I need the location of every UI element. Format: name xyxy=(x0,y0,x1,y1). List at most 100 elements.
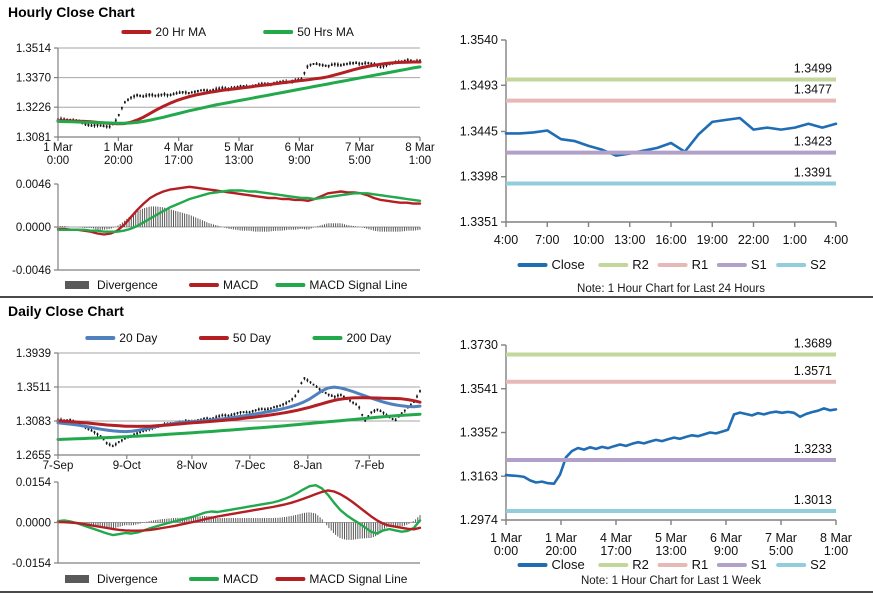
svg-text:0:00: 0:00 xyxy=(494,544,518,558)
svg-text:22:00: 22:00 xyxy=(738,233,769,247)
daily-pivot-chart: 1.2974 1.3163 1.3352 1.3541 1.3730 1 Mar 0:00 1… xyxy=(436,318,873,601)
svg-text:1:00: 1:00 xyxy=(783,233,807,247)
svg-text:6 Mar: 6 Mar xyxy=(710,531,742,545)
svg-text:0.0154: 0.0154 xyxy=(16,477,52,489)
svg-text:1.3083: 1.3083 xyxy=(16,416,51,428)
svg-text:9:00: 9:00 xyxy=(288,155,310,167)
svg-text:13:00: 13:00 xyxy=(655,544,686,558)
svg-text:5 Mar: 5 Mar xyxy=(224,142,254,154)
svg-text:1.3351: 1.3351 xyxy=(460,215,498,229)
svg-text:MACD: MACD xyxy=(223,572,259,586)
svg-text:8 Mar: 8 Mar xyxy=(405,142,435,154)
svg-text:1.3445: 1.3445 xyxy=(460,124,498,138)
svg-text:5 Mar: 5 Mar xyxy=(655,531,687,545)
svg-text:1.3571: 1.3571 xyxy=(794,364,832,378)
svg-text:4 Mar: 4 Mar xyxy=(164,142,194,154)
svg-text:1.2655: 1.2655 xyxy=(16,450,51,462)
svg-text:S1: S1 xyxy=(751,257,767,272)
svg-text:20:00: 20:00 xyxy=(545,544,576,558)
svg-text:4:00: 4:00 xyxy=(824,233,848,247)
svg-text:8-Jan: 8-Jan xyxy=(293,460,322,472)
svg-text:MACD Signal Line: MACD Signal Line xyxy=(309,278,407,292)
svg-text:1.3391: 1.3391 xyxy=(794,165,832,179)
svg-text:1:00: 1:00 xyxy=(824,544,848,558)
svg-text:20 Hr MA: 20 Hr MA xyxy=(155,25,206,39)
svg-text:7-Dec: 7-Dec xyxy=(235,460,266,472)
svg-text:0.0046: 0.0046 xyxy=(16,179,51,191)
hourly-price-chart: 1.3081 1.3226 1.3370 1.3514 1 Mar 0:00 1 Mar 20… xyxy=(0,22,436,179)
daily-price-svg: 1.2655 1.3083 1.3511 1.3939 7-Sep 9-Oct 8-Nov 7… xyxy=(16,331,422,472)
daily-macd-chart: -0.0154 0.0000 0.0154 Divergence MACD MACD Si… xyxy=(0,476,436,601)
svg-text:0:00: 0:00 xyxy=(47,155,69,167)
svg-text:1.3370: 1.3370 xyxy=(16,73,51,85)
svg-text:8-Nov: 8-Nov xyxy=(177,460,208,472)
hourly-pivot-svg: 1.3351 1.3398 1.3445 1.3493 1.3540 4:00 7:00 10… xyxy=(460,33,848,272)
svg-text:1 Mar: 1 Mar xyxy=(490,531,522,545)
svg-text:4 Mar: 4 Mar xyxy=(600,531,632,545)
svg-text:0.0000: 0.0000 xyxy=(16,222,51,234)
svg-text:50 Day: 50 Day xyxy=(233,331,271,345)
svg-text:19:00: 19:00 xyxy=(697,233,728,247)
bottom-divider xyxy=(0,591,873,593)
svg-text:17:00: 17:00 xyxy=(600,544,631,558)
svg-text:1.2974: 1.2974 xyxy=(460,513,498,527)
svg-text:1.3511: 1.3511 xyxy=(17,382,51,394)
svg-text:1.3689: 1.3689 xyxy=(794,336,832,350)
svg-text:4:00: 4:00 xyxy=(494,233,518,247)
daily-chart-note: Note: 1 Hour Chart for Last 1 Week xyxy=(580,575,762,587)
svg-text:1 Mar: 1 Mar xyxy=(43,142,73,154)
svg-text:R2: R2 xyxy=(632,557,649,572)
svg-text:S1: S1 xyxy=(751,557,767,572)
svg-text:17:00: 17:00 xyxy=(164,155,193,167)
svg-text:1.3499: 1.3499 xyxy=(794,61,832,75)
svg-text:1.3352: 1.3352 xyxy=(460,426,498,440)
svg-text:R2: R2 xyxy=(632,257,649,272)
svg-text:7:00: 7:00 xyxy=(535,233,559,247)
svg-text:1.3081: 1.3081 xyxy=(16,132,51,144)
svg-text:1.3514: 1.3514 xyxy=(16,43,52,55)
svg-text:8 Mar: 8 Mar xyxy=(820,531,852,545)
svg-text:1.3730: 1.3730 xyxy=(460,338,498,352)
svg-text:1.3939: 1.3939 xyxy=(16,348,51,360)
svg-text:1.3226: 1.3226 xyxy=(16,102,51,114)
svg-text:20:00: 20:00 xyxy=(104,155,133,167)
svg-text:1.3163: 1.3163 xyxy=(460,469,498,483)
svg-text:Divergence: Divergence xyxy=(97,278,158,292)
svg-text:1.3541: 1.3541 xyxy=(460,382,498,396)
svg-text:Close: Close xyxy=(552,557,585,572)
section-divider xyxy=(0,296,873,298)
svg-text:50 Hrs MA: 50 Hrs MA xyxy=(297,25,354,39)
svg-text:-0.0046: -0.0046 xyxy=(12,265,51,277)
svg-text:-0.0154: -0.0154 xyxy=(12,558,52,570)
svg-text:200 Day: 200 Day xyxy=(347,331,392,345)
svg-text:MACD: MACD xyxy=(223,278,259,292)
svg-text:1.3423: 1.3423 xyxy=(794,135,832,149)
daily-macd-svg: -0.0154 0.0000 0.0154 Divergence MACD MACD Si… xyxy=(12,477,422,586)
svg-text:1.3540: 1.3540 xyxy=(460,33,498,47)
svg-text:1 Mar: 1 Mar xyxy=(104,142,134,154)
svg-text:1.3398: 1.3398 xyxy=(460,170,498,184)
svg-text:7 Mar: 7 Mar xyxy=(345,142,375,154)
svg-text:13:00: 13:00 xyxy=(225,155,254,167)
svg-text:16:00: 16:00 xyxy=(655,233,686,247)
svg-text:7-Sep: 7-Sep xyxy=(43,460,74,472)
hourly-section-title: Hourly Close Chart xyxy=(8,4,135,20)
svg-text:5:00: 5:00 xyxy=(348,155,370,167)
svg-text:S2: S2 xyxy=(810,557,826,572)
svg-text:20 Day: 20 Day xyxy=(119,331,157,345)
svg-text:1.3477: 1.3477 xyxy=(794,83,832,97)
hourly-macd-chart: -0.0046 0.0000 0.0046 Divergence MACD MACD Si… xyxy=(0,174,436,303)
svg-text:13:00: 13:00 xyxy=(614,233,645,247)
hourly-chart-note: Note: 1 Hour Chart for Last 24 Hours xyxy=(577,283,765,295)
svg-text:1:00: 1:00 xyxy=(409,155,431,167)
daily-section-title: Daily Close Chart xyxy=(8,303,124,319)
svg-text:7 Mar: 7 Mar xyxy=(765,531,797,545)
svg-text:6 Mar: 6 Mar xyxy=(285,142,315,154)
svg-text:1.3233: 1.3233 xyxy=(794,442,832,456)
svg-text:Close: Close xyxy=(552,257,585,272)
svg-text:1.3013: 1.3013 xyxy=(794,493,832,507)
svg-text:9:00: 9:00 xyxy=(714,544,738,558)
